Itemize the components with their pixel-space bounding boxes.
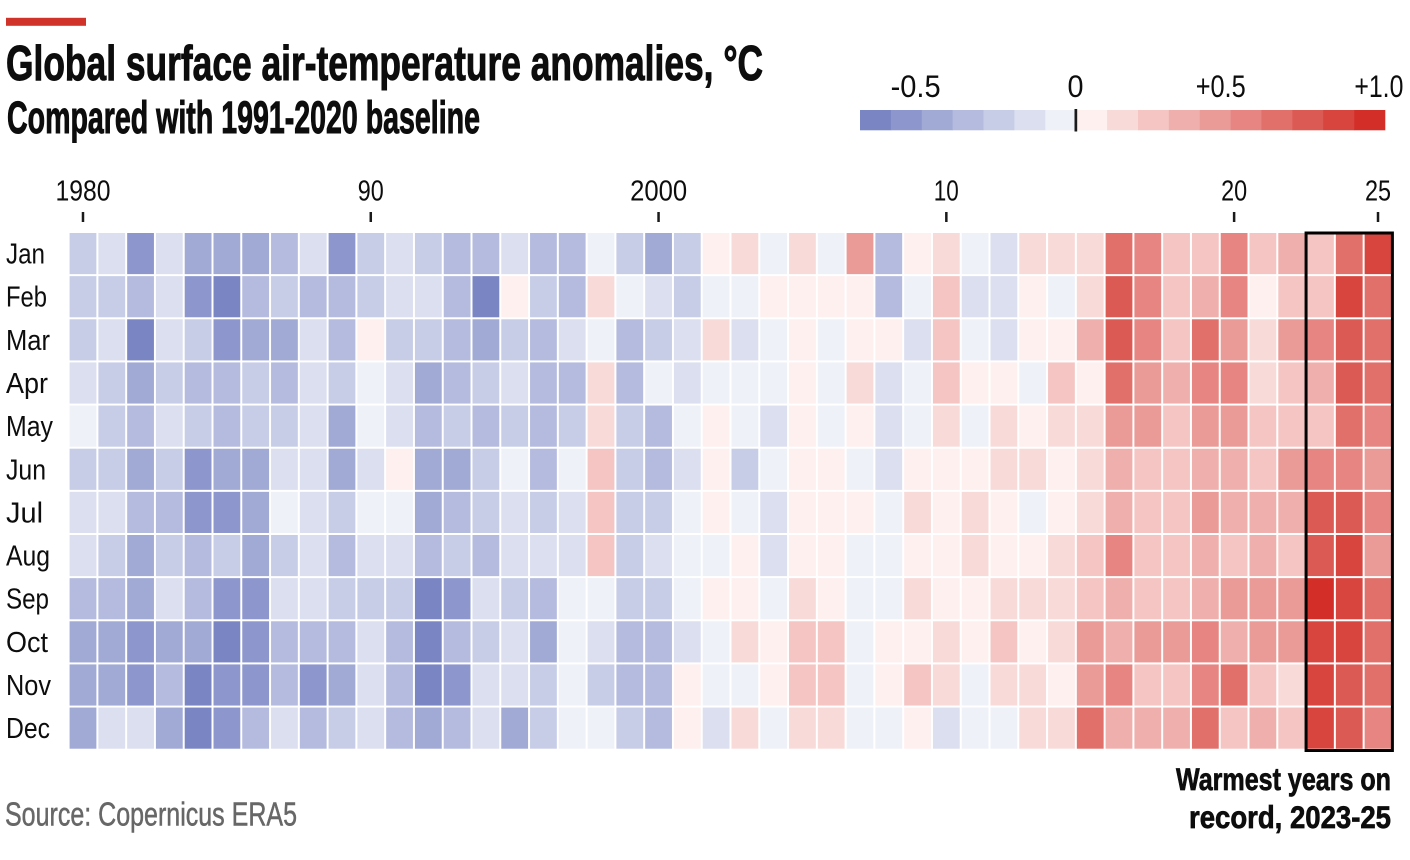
svg-text:Feb: Feb — [6, 282, 47, 314]
svg-text:20: 20 — [1221, 176, 1247, 208]
svg-text:Warmest years on: Warmest years on — [1176, 761, 1391, 797]
svg-text:Jun: Jun — [6, 454, 46, 486]
svg-text:Oct: Oct — [6, 627, 48, 659]
svg-text:Mar: Mar — [6, 325, 50, 357]
svg-text:Jul: Jul — [6, 497, 43, 529]
svg-text:Dec: Dec — [6, 713, 50, 745]
svg-text:Global surface air-temperature: Global surface air-temperature anomalies… — [6, 36, 763, 91]
svg-text:Sep: Sep — [6, 584, 49, 616]
svg-text:Compared with 1991-2020 baseli: Compared with 1991-2020 baseline — [7, 92, 480, 143]
svg-text:0: 0 — [1068, 69, 1084, 104]
svg-text:Source: Copernicus ERA5: Source: Copernicus ERA5 — [5, 796, 297, 833]
svg-text:1980: 1980 — [56, 176, 111, 208]
svg-text:+0.5: +0.5 — [1196, 69, 1246, 104]
svg-text:Apr: Apr — [6, 368, 48, 400]
svg-text:+1.0: +1.0 — [1354, 69, 1403, 104]
svg-text:2000: 2000 — [630, 176, 687, 208]
svg-text:record, 2023-25: record, 2023-25 — [1189, 799, 1391, 835]
svg-text:Aug: Aug — [6, 541, 50, 573]
svg-text:Jan: Jan — [6, 239, 45, 271]
svg-text:Nov: Nov — [6, 670, 51, 702]
svg-text:May: May — [6, 411, 53, 443]
svg-text:25: 25 — [1365, 176, 1391, 208]
svg-text:10: 10 — [934, 176, 959, 208]
svg-text:-0.5: -0.5 — [891, 69, 941, 104]
svg-text:90: 90 — [358, 176, 384, 208]
